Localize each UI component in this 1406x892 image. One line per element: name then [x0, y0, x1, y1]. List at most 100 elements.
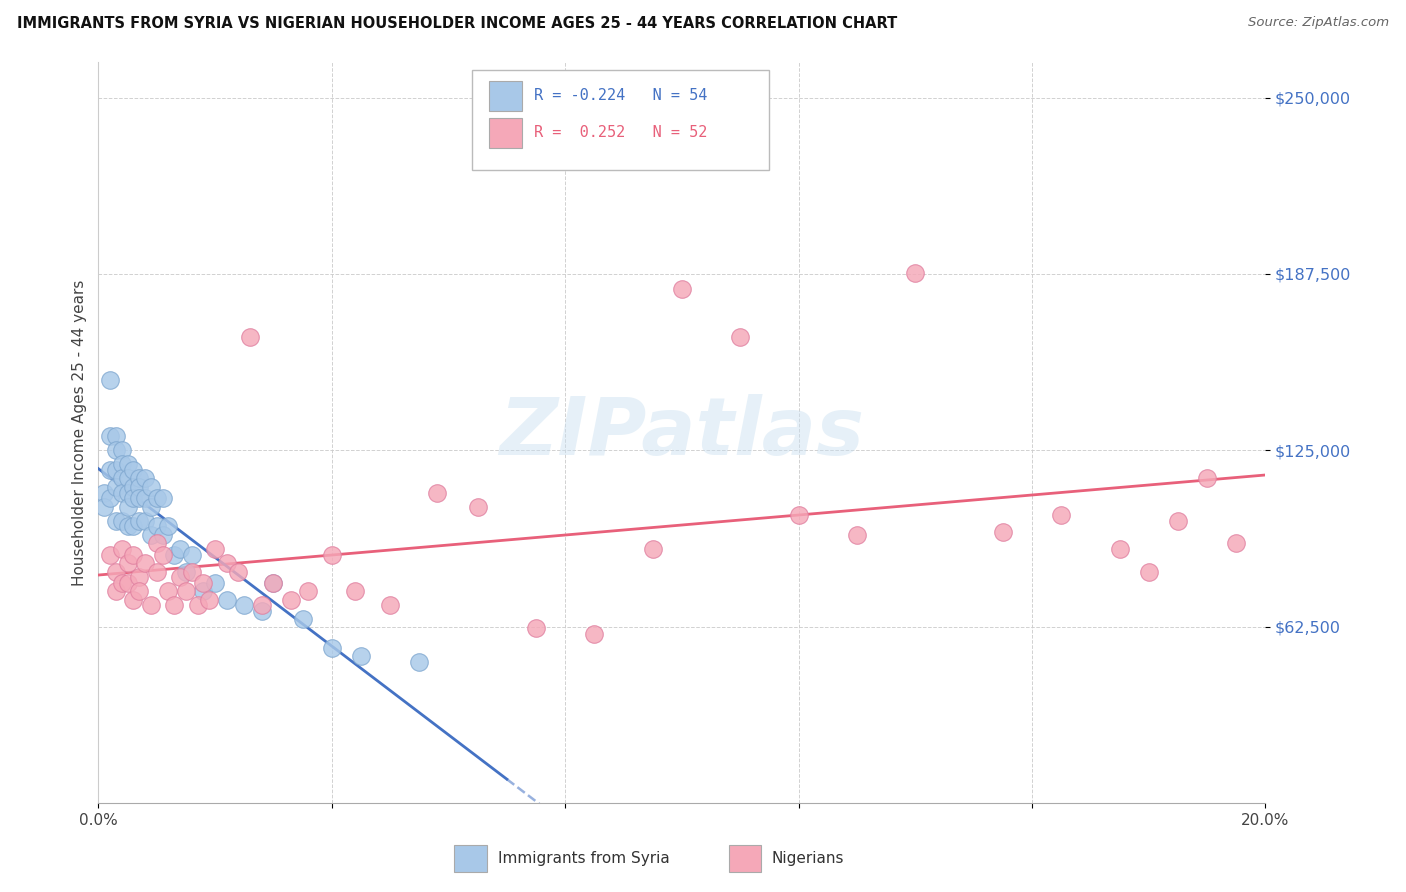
- Point: [117, 458, 139, 472]
- Point: [139, 480, 162, 494]
- Point: [204, 575, 226, 590]
- Point: [98, 491, 121, 506]
- Point: [204, 541, 226, 556]
- Point: [104, 480, 127, 494]
- Point: [641, 541, 664, 556]
- Point: [117, 485, 139, 500]
- Point: [146, 491, 169, 506]
- Point: [239, 330, 262, 344]
- Point: [122, 548, 145, 562]
- Point: [111, 485, 134, 500]
- Point: [250, 599, 273, 613]
- Point: [280, 592, 302, 607]
- Point: [122, 592, 145, 607]
- Point: [128, 570, 150, 584]
- Point: [117, 471, 139, 485]
- Y-axis label: Householder Income Ages 25 - 44 years: Householder Income Ages 25 - 44 years: [72, 279, 87, 586]
- Point: [408, 655, 430, 669]
- Point: [1050, 508, 1073, 522]
- Point: [198, 592, 221, 607]
- Point: [128, 480, 150, 494]
- Text: R = -0.224   N = 54: R = -0.224 N = 54: [534, 88, 707, 103]
- Point: [157, 584, 180, 599]
- FancyBboxPatch shape: [472, 70, 769, 169]
- Point: [122, 491, 145, 506]
- Point: [187, 599, 209, 613]
- Point: [122, 463, 145, 477]
- Point: [262, 575, 284, 590]
- Point: [98, 429, 121, 443]
- Point: [1108, 541, 1130, 556]
- Point: [1225, 536, 1247, 550]
- Point: [215, 592, 238, 607]
- Point: [321, 548, 343, 562]
- Point: [117, 556, 139, 570]
- Point: [152, 528, 174, 542]
- Point: [134, 514, 156, 528]
- Point: [467, 500, 489, 514]
- Point: [169, 570, 191, 584]
- Point: [146, 565, 169, 579]
- Point: [104, 463, 127, 477]
- Point: [524, 621, 547, 635]
- Point: [128, 471, 150, 485]
- Text: Source: ZipAtlas.com: Source: ZipAtlas.com: [1249, 16, 1389, 29]
- Point: [122, 480, 145, 494]
- Point: [104, 565, 127, 579]
- Point: [139, 500, 162, 514]
- Text: Nigerians: Nigerians: [772, 851, 844, 866]
- Point: [671, 283, 693, 297]
- Text: Immigrants from Syria: Immigrants from Syria: [498, 851, 669, 866]
- Point: [104, 584, 127, 599]
- Point: [180, 565, 202, 579]
- Point: [117, 500, 139, 514]
- Point: [111, 541, 134, 556]
- Point: [250, 604, 273, 618]
- Point: [122, 519, 145, 533]
- Point: [146, 519, 169, 533]
- Point: [128, 514, 150, 528]
- Point: [111, 514, 134, 528]
- Point: [134, 556, 156, 570]
- Point: [152, 548, 174, 562]
- Point: [180, 548, 202, 562]
- Point: [350, 649, 373, 664]
- Point: [426, 485, 449, 500]
- Point: [157, 519, 180, 533]
- Point: [228, 565, 250, 579]
- Point: [174, 565, 197, 579]
- Point: [104, 429, 127, 443]
- Point: [134, 471, 156, 485]
- Point: [169, 541, 191, 556]
- Point: [104, 443, 127, 458]
- Point: [193, 584, 215, 599]
- Point: [93, 500, 115, 514]
- Point: [146, 536, 169, 550]
- Text: R =  0.252   N = 52: R = 0.252 N = 52: [534, 125, 707, 140]
- Point: [134, 491, 156, 506]
- Point: [163, 548, 186, 562]
- Point: [152, 491, 174, 506]
- Point: [1195, 471, 1218, 485]
- Point: [128, 584, 150, 599]
- Point: [111, 471, 134, 485]
- Point: [291, 612, 314, 626]
- Text: ZIPatlas: ZIPatlas: [499, 393, 865, 472]
- Point: [1167, 514, 1189, 528]
- Point: [93, 485, 115, 500]
- Point: [991, 524, 1014, 539]
- FancyBboxPatch shape: [728, 845, 761, 871]
- Point: [128, 491, 150, 506]
- Point: [321, 640, 343, 655]
- Point: [344, 584, 367, 599]
- FancyBboxPatch shape: [454, 845, 486, 871]
- Point: [233, 599, 256, 613]
- Point: [730, 330, 752, 344]
- Point: [174, 584, 197, 599]
- FancyBboxPatch shape: [489, 81, 522, 111]
- Point: [111, 575, 134, 590]
- Point: [117, 575, 139, 590]
- Point: [98, 463, 121, 477]
- Point: [787, 508, 810, 522]
- Point: [193, 575, 215, 590]
